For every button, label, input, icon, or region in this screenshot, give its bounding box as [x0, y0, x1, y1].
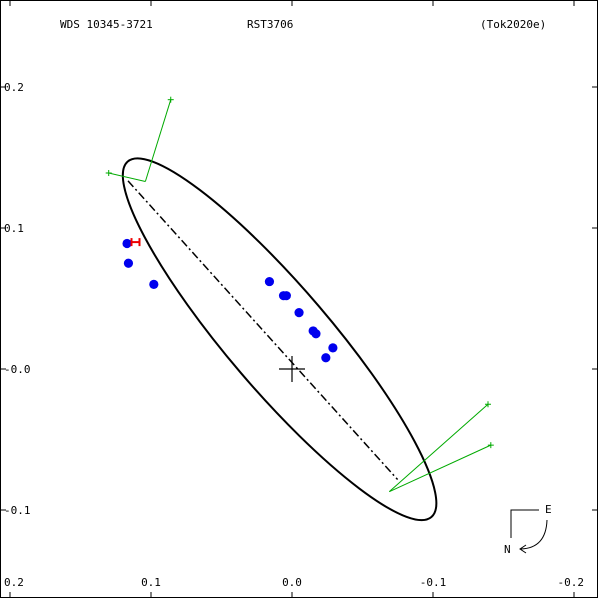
observation-point — [123, 258, 134, 268]
observation-points — [122, 238, 338, 363]
x-tick-label: 0.0 — [282, 576, 302, 589]
compass-arrowhead — [519, 544, 527, 554]
y-tick-label: -0.0 — [4, 363, 31, 376]
x-tick-label: -0.2 — [558, 576, 585, 589]
x-tick-label: -0.1 — [420, 576, 447, 589]
orientation-compass: E N — [504, 503, 552, 556]
compass-north-label: N — [504, 543, 511, 556]
y-tick-label: -0.1 — [4, 504, 31, 517]
wds-id-label: WDS 10345-3721 — [60, 18, 153, 31]
y-tick-label: 0.1 — [4, 222, 24, 235]
observation-point — [281, 291, 291, 301]
orbit-layer — [121, 157, 438, 522]
x-tick-label: 0.2 — [4, 576, 24, 589]
residual-layer — [105, 96, 494, 493]
observation-point — [294, 308, 304, 318]
observation-point — [149, 279, 159, 289]
orbit-ellipse — [121, 157, 438, 522]
line-of-nodes — [127, 180, 399, 481]
compass-east-label: E — [545, 503, 552, 516]
reference-label: (Tok2020e) — [480, 18, 546, 31]
observation-point — [321, 353, 331, 363]
discoverer-label: RST3706 — [247, 18, 293, 31]
residual-line — [389, 444, 492, 493]
y-tick-label: 0.2 — [4, 81, 24, 94]
observation-point — [122, 238, 132, 249]
x-tick-label: 0.1 — [141, 576, 161, 589]
residual-line — [144, 99, 172, 182]
compass-arrows — [510, 509, 539, 538]
residual-line — [388, 403, 489, 493]
residual-line — [108, 172, 146, 182]
observation-point — [264, 276, 275, 287]
observation-point — [311, 329, 321, 339]
observation-point — [328, 343, 338, 353]
compass-rotation-arrow — [520, 519, 548, 550]
